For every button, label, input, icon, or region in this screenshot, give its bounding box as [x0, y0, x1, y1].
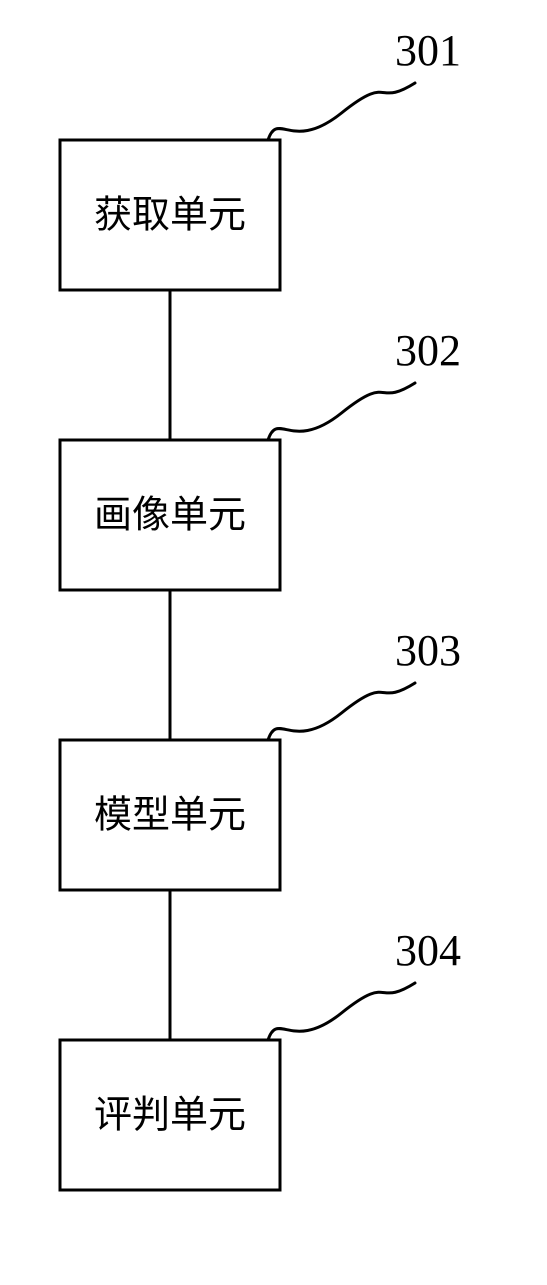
reference-number: 304 [395, 926, 461, 975]
flowchart-canvas: 获取单元 301 画像单元 302 模型单元 303 评判单元 304 [0, 0, 547, 1285]
flow-node-label: 画像单元 [94, 495, 246, 537]
flow-node-label: 模型单元 [94, 795, 246, 837]
reference-number: 301 [395, 26, 461, 75]
reference-number: 303 [395, 626, 461, 675]
flow-node-label: 获取单元 [94, 195, 246, 237]
flow-node-label: 评判单元 [94, 1095, 246, 1137]
reference-number: 302 [395, 326, 461, 375]
